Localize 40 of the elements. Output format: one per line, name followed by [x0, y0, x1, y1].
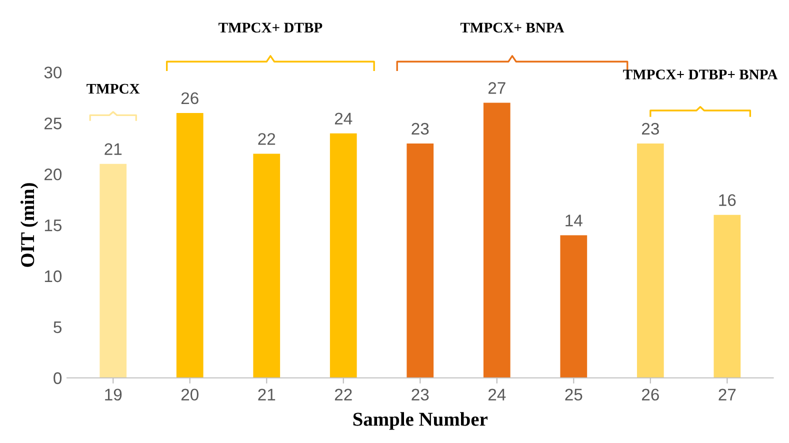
x-tick-label: 24 — [488, 388, 506, 400]
bar — [636, 144, 664, 378]
bar — [176, 112, 204, 378]
x-tick-label: 19 — [105, 388, 122, 401]
data-label: 26 — [181, 92, 198, 104]
data-label: 21 — [104, 143, 122, 155]
annotation: TMPCX+ DTBP+ BNPA — [623, 70, 778, 80]
data-label: 16 — [719, 194, 736, 206]
y-tick-label: 30 — [44, 66, 62, 78]
data-label: 23 — [642, 122, 659, 135]
data-label: 27 — [488, 82, 506, 94]
x-tick-label: 20 — [181, 388, 198, 401]
y-tick-label: 10 — [44, 270, 62, 282]
data-label: 23 — [412, 122, 429, 135]
data-label: 22 — [258, 133, 276, 145]
bar — [330, 133, 357, 378]
x-tick-label: 26 — [642, 388, 659, 401]
data-label: 14 — [566, 214, 582, 226]
x-tick-label: 22 — [334, 388, 352, 400]
bar — [253, 154, 280, 378]
text: TMPCX+ DTBP — [218, 22, 322, 33]
y-axis-title: OIT (min) — [20, 183, 38, 267]
x-axis-title: Sample Number — [353, 412, 488, 430]
y-tick-label: 25 — [44, 118, 62, 130]
text: TMPCX+ BNPA — [460, 22, 564, 33]
bar — [406, 144, 434, 378]
y-tick-label: 15 — [44, 220, 62, 232]
x-tick-label: 21 — [258, 388, 276, 400]
y-tick-label: 20 — [44, 168, 62, 180]
bar — [560, 235, 588, 378]
y-tick-label: 0 — [54, 372, 62, 384]
data-label: 24 — [334, 112, 352, 124]
y-tick-label: 5 — [54, 322, 62, 334]
x-tick-label: 23 — [412, 388, 429, 401]
x-tick-label: 27 — [718, 388, 736, 400]
bar — [483, 102, 510, 378]
x-tick-label: 25 — [565, 388, 582, 401]
bar — [100, 164, 127, 378]
annotation: TMPCX — [86, 84, 140, 94]
bar — [714, 214, 741, 378]
